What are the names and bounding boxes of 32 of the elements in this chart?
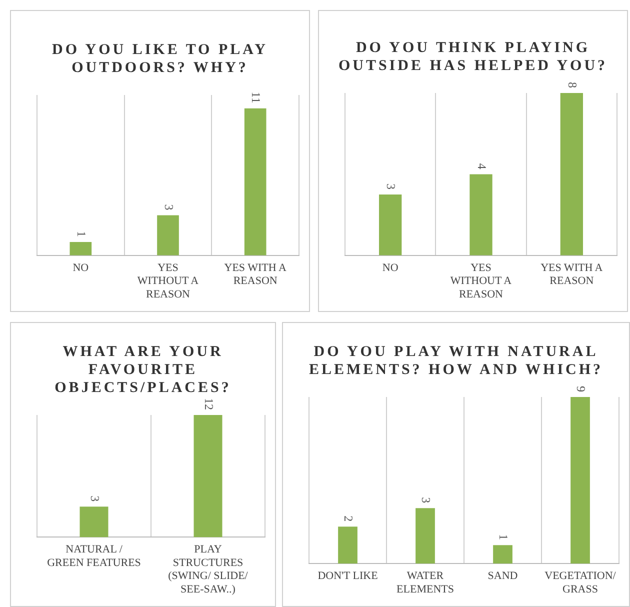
chart-title: DO YOU LIKE TO PLAY OUTDOORS? WHY? [51, 41, 269, 77]
data-label: 1 [74, 231, 89, 238]
data-label: 4 [474, 163, 489, 170]
x-tick-label: SAND [488, 570, 518, 582]
data-label: 12 [202, 398, 216, 410]
data-label: 3 [419, 497, 434, 504]
bar [416, 508, 435, 564]
x-tick-label: NO [72, 262, 89, 274]
chart-title: DO YOU THINK PLAYING OUTSIDE HAS HELPED YOU? [337, 39, 609, 75]
x-tick-label: VEGETATION/ GRASS [544, 570, 617, 596]
data-label: 8 [566, 82, 580, 88]
bar [493, 545, 512, 564]
chart-title: DO YOU PLAY WITH NATURAL ELEMENTS? HOW AND WHICH? [308, 343, 604, 379]
x-tick-label: NATURAL / GREEN FEATURES [47, 544, 141, 569]
x-tick-label: YES WITHOUT A REASON [450, 262, 512, 300]
x-tick-label: YES WITHOUT A REASON [137, 262, 199, 300]
bar [570, 397, 590, 564]
bar [338, 526, 358, 564]
data-label: 3 [88, 496, 102, 502]
x-tick-label: DON'T LIKE [318, 570, 378, 582]
x-tick-label: PLAY STRUCTURES (SWING/ SLIDE/ SEE-SAW..) [168, 544, 249, 596]
data-label: 9 [574, 386, 588, 392]
data-label: 3 [384, 184, 398, 190]
chart-title: WHAT ARE YOUR FAVOURITE OBJECTS/PLACES? [54, 343, 232, 397]
data-label: 3 [162, 204, 176, 210]
x-tick-label: YES WITH A REASON [224, 262, 286, 288]
x-tick-label: WATER ELEMENTS [396, 570, 454, 596]
x-tick-label: YES WITH A REASON [540, 262, 603, 288]
data-label: 11 [249, 92, 264, 104]
data-label: 2 [342, 516, 356, 522]
data-label: 1 [496, 534, 511, 540]
x-tick-label: NO [382, 262, 398, 274]
